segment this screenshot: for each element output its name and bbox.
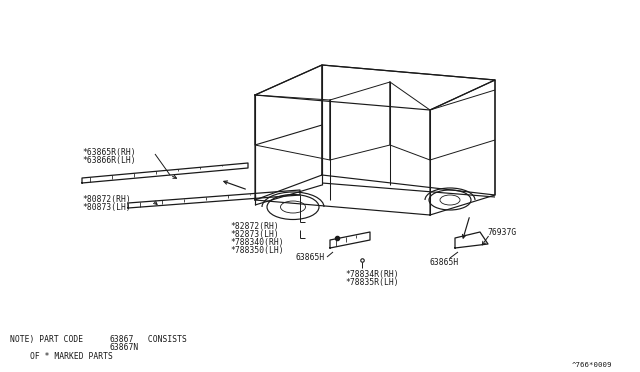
Text: 63867N: 63867N bbox=[110, 343, 140, 352]
Text: *788350(LH): *788350(LH) bbox=[230, 246, 284, 255]
Text: NOTE) PART CODE: NOTE) PART CODE bbox=[10, 335, 88, 344]
Text: 63865H: 63865H bbox=[295, 253, 324, 262]
Text: *63865R(RH): *63865R(RH) bbox=[82, 148, 136, 157]
Text: *80873(LH): *80873(LH) bbox=[82, 203, 131, 212]
Text: CONSISTS: CONSISTS bbox=[143, 335, 187, 344]
Text: *78834R(RH): *78834R(RH) bbox=[345, 270, 399, 279]
Text: *63866R(LH): *63866R(LH) bbox=[82, 156, 136, 165]
Text: 76937G: 76937G bbox=[487, 228, 516, 237]
Text: *788340(RH): *788340(RH) bbox=[230, 238, 284, 247]
Text: ^766*0009: ^766*0009 bbox=[572, 362, 612, 368]
Text: *82873(LH): *82873(LH) bbox=[230, 230, 279, 239]
Text: *78835R(LH): *78835R(LH) bbox=[345, 278, 399, 287]
Text: OF * MARKED PARTS: OF * MARKED PARTS bbox=[30, 352, 113, 361]
Text: *80872(RH): *80872(RH) bbox=[82, 195, 131, 204]
Text: *82872(RH): *82872(RH) bbox=[230, 222, 279, 231]
Text: 63865H: 63865H bbox=[430, 258, 460, 267]
Text: 63867: 63867 bbox=[110, 335, 134, 344]
